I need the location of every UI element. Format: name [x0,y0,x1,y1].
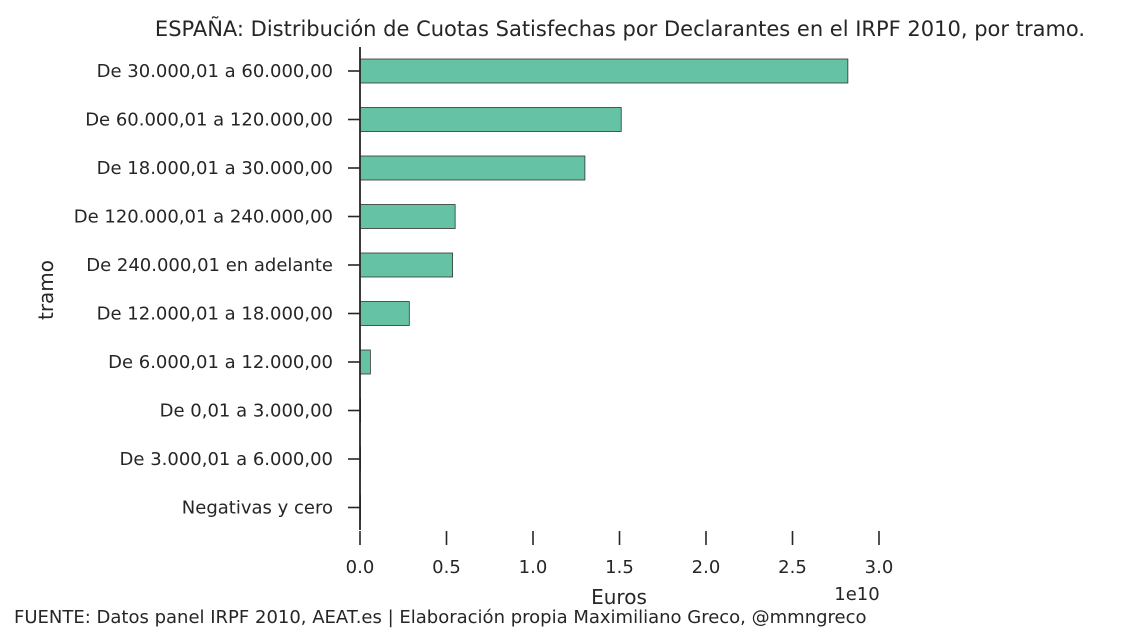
x-tick-label: 0.5 [432,557,461,578]
y-tick-label: De 60.000,01 a 120.000,00 [85,110,333,131]
y-tick-label: De 12.000,01 a 18.000,00 [97,304,333,325]
bars-group [359,58,849,520]
y-tick-label: De 30.000,01 a 60.000,00 [97,61,333,82]
x-tick-label: 2.5 [778,557,807,578]
y-axis-ticks: De 30.000,01 a 60.000,00 De 60.000,01 a 1… [74,61,360,519]
y-tick-label: De 3.000,01 a 6.000,00 [120,449,333,470]
x-axis-label: Euros [591,585,647,609]
bar [359,155,586,181]
x-axis-scale-label: 1e10 [834,584,879,605]
x-tick-label: 1.5 [605,557,634,578]
bar [359,349,371,375]
y-tick-label: Negativas y cero [182,498,333,519]
bar [359,252,453,278]
x-tick-label: 2.0 [692,557,721,578]
source-footer: FUENTE: Datos panel IRPF 2010, AEAT.es |… [14,607,867,628]
y-tick-label: De 6.000,01 a 12.000,00 [108,352,333,373]
x-tick-label: 3.0 [865,557,894,578]
y-tick-label: De 240.000,01 en adelante [86,255,333,276]
y-tick-label: De 120.000,01 a 240.000,00 [74,207,333,228]
y-tick-label: De 0,01 a 3.000,00 [160,401,333,422]
bar [359,204,456,229]
x-tick-label: 0.0 [346,557,375,578]
y-tick-label: De 18.000,01 a 30.000,00 [97,158,333,179]
y-axis-label: tramo [34,260,58,320]
x-axis-ticks: 0.0 0.5 1.0 1.5 2.0 2.5 3.0 [346,531,894,578]
x-tick-label: 1.0 [519,557,548,578]
bar [359,301,410,326]
bar [359,58,849,84]
bar [359,107,622,132]
chart-title: ESPAÑA: Distribución de Cuotas Satisfech… [155,15,1085,41]
